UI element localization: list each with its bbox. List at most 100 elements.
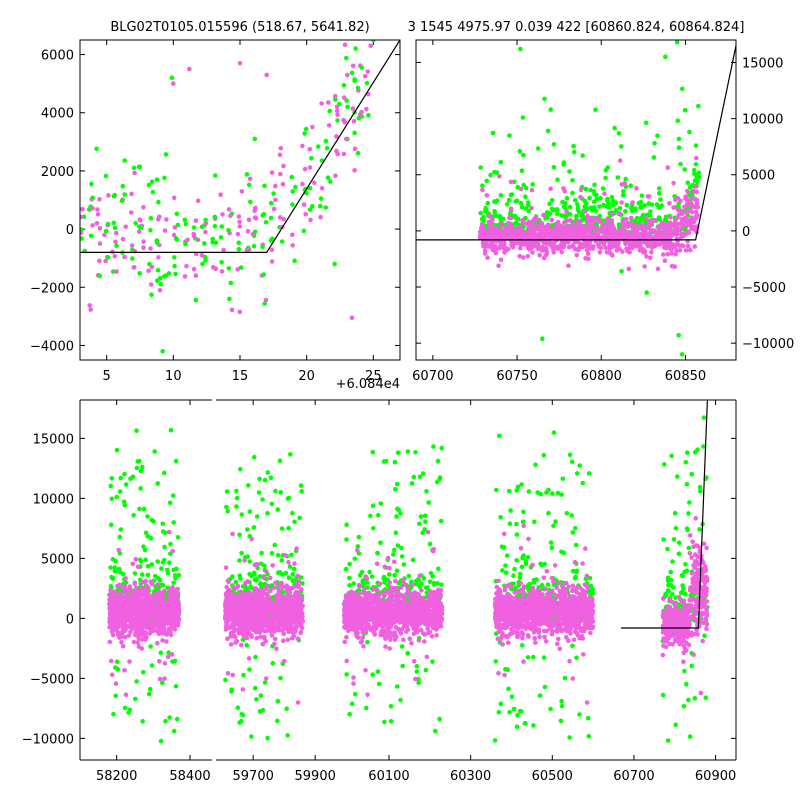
green-point (619, 144, 624, 149)
magenta-point (162, 661, 168, 666)
green-point (392, 572, 398, 578)
green-point (269, 247, 275, 253)
magenta-point (105, 255, 111, 260)
green-point (175, 535, 181, 540)
magenta-point (644, 241, 649, 246)
magenta-point (543, 253, 548, 258)
magenta-point (149, 292, 154, 298)
green-point (286, 525, 292, 531)
magenta-point (97, 197, 102, 202)
green-point (382, 719, 387, 725)
green-point (399, 644, 405, 649)
magenta-point (136, 164, 142, 170)
green-point (114, 494, 119, 500)
magenta-point (231, 633, 237, 639)
green-point (80, 206, 85, 212)
green-point (263, 297, 269, 303)
green-point (160, 680, 165, 685)
green-point (229, 689, 234, 694)
magenta-point (114, 230, 119, 236)
magenta-point (526, 219, 532, 224)
magenta-point (272, 636, 278, 642)
magenta-point (692, 244, 698, 249)
magenta-point (236, 630, 242, 636)
green-point (273, 197, 278, 203)
magenta-point (594, 235, 600, 240)
magenta-point (488, 239, 494, 245)
green-point (122, 503, 128, 508)
magenta-point (586, 256, 591, 262)
magenta-point (539, 221, 545, 226)
green-point (593, 107, 598, 113)
green-point (658, 197, 663, 202)
magenta-point (629, 233, 635, 239)
green-point (286, 575, 292, 581)
magenta-point (590, 217, 595, 223)
magenta-point (508, 206, 514, 212)
y-tick-label: 5000 (742, 169, 775, 184)
magenta-point (140, 630, 145, 635)
green-point (239, 189, 245, 194)
magenta-point (269, 259, 275, 264)
magenta-point (547, 233, 553, 239)
magenta-point (245, 631, 250, 637)
magenta-point (159, 628, 164, 633)
magenta-point (152, 614, 158, 620)
green-point (335, 151, 341, 157)
magenta-point (123, 692, 129, 697)
green-point (146, 268, 151, 274)
green-point (493, 213, 499, 219)
green-point (260, 497, 265, 502)
green-point (400, 663, 406, 669)
magenta-point (137, 589, 142, 595)
green-point (113, 693, 119, 699)
magenta-point (203, 258, 208, 263)
green-point (202, 254, 208, 260)
magenta-point (518, 245, 523, 251)
magenta-point (202, 241, 207, 246)
magenta-point (517, 253, 522, 259)
green-point (365, 69, 371, 74)
magenta-point (165, 617, 171, 623)
magenta-point (286, 617, 292, 622)
green-point (162, 175, 167, 181)
green-point (265, 510, 270, 516)
green-point (128, 210, 134, 215)
magenta-point (344, 55, 349, 61)
magenta-point (271, 206, 277, 212)
magenta-point (140, 623, 145, 628)
magenta-point (172, 263, 177, 269)
magenta-point (280, 628, 285, 633)
magenta-point (536, 246, 541, 252)
magenta-point (279, 239, 285, 244)
green-point (307, 207, 313, 212)
magenta-point (151, 624, 157, 630)
green-point (158, 282, 164, 287)
magenta-point (679, 232, 684, 237)
y-tick-label: −10000 (22, 732, 74, 747)
magenta-point (191, 266, 197, 272)
magenta-point (318, 214, 323, 220)
green-point (210, 236, 216, 242)
green-point (272, 542, 278, 548)
green-point (543, 216, 548, 221)
magenta-point (130, 256, 135, 261)
green-point (145, 563, 151, 569)
magenta-point (353, 46, 358, 51)
magenta-point (172, 627, 178, 632)
magenta-point (566, 240, 571, 245)
magenta-point (615, 229, 621, 235)
green-point (287, 564, 293, 569)
green-point (562, 201, 568, 206)
magenta-point (147, 603, 153, 609)
green-point (191, 225, 197, 230)
magenta-point (145, 584, 150, 589)
magenta-point (263, 616, 268, 621)
magenta-point (146, 182, 152, 188)
green-point (254, 697, 259, 702)
panel-bottom: 58200 58400 59700 59900 60100 60300 60500 60700… (22, 399, 737, 784)
magenta-point (326, 100, 331, 105)
green-point (152, 449, 157, 454)
green-point (262, 301, 268, 306)
magenta-point (170, 548, 175, 554)
